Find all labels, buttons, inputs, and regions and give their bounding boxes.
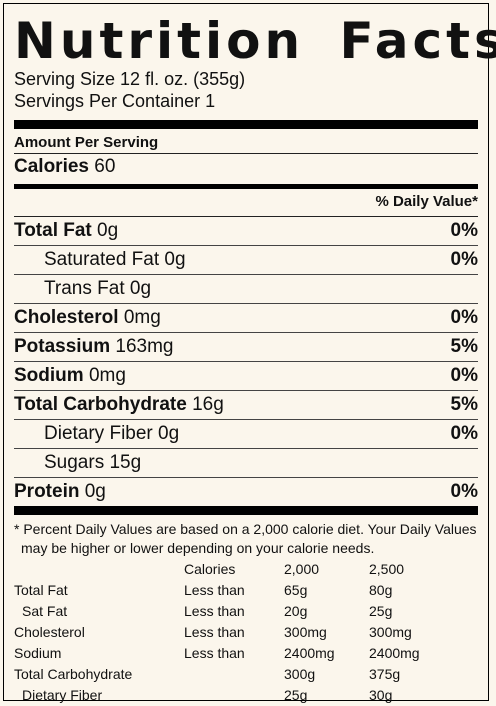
table-cell: 300g	[284, 666, 316, 682]
nutrition-facts-label: Nutrition Facts Serving Size 12 fl. oz. …	[3, 3, 496, 703]
nutrient-row-total-fat: Total Fat 0g 0%	[14, 217, 478, 245]
table-cell: 65g	[284, 582, 308, 598]
nutrient-amount: 0g	[97, 220, 119, 241]
table-cell: 2,500	[369, 561, 405, 577]
nutrient-label: Total Fat	[14, 220, 92, 241]
table-cell: 20g	[284, 603, 308, 619]
servings-per-container: Servings Per Container 1	[14, 91, 216, 111]
calories-value: 60	[94, 156, 116, 177]
table-cell: Less than	[184, 624, 245, 640]
table-cell: Less than	[184, 582, 245, 598]
nutrient-label: Sugars	[44, 452, 105, 473]
table-row: Dietary Fiber 25g 30g	[14, 685, 459, 706]
nutrient-amount: 15g	[109, 452, 142, 473]
divider-thick	[14, 506, 478, 515]
divider-thin	[14, 216, 478, 217]
serving-size: Serving Size 12 fl. oz. (355g)	[14, 69, 246, 89]
nutrient-label: Sodium	[14, 365, 84, 386]
table-cell: Total Carbohydrate	[14, 666, 133, 682]
nutrient-percent: 0%	[450, 365, 478, 386]
divider-thin	[14, 153, 478, 154]
daily-value-footnote: * Percent Daily Values are based on a 2,…	[14, 521, 477, 556]
calories-label: Calories	[14, 156, 89, 177]
divider-medium	[14, 184, 478, 189]
nutrient-row-dietary-fiber: Dietary Fiber 0g 0%	[14, 419, 478, 448]
nutrient-label: Protein	[14, 481, 80, 502]
nutrient-row-potassium: Potassium 163mg 5%	[14, 332, 478, 361]
table-cell: Calories	[184, 561, 236, 577]
nutrient-row-total-carbohydrate: Total Carbohydrate 16g 5%	[14, 390, 478, 419]
nutrient-row-trans-fat: Trans Fat 0g	[14, 274, 478, 303]
nutrient-amount: 0g	[129, 278, 152, 299]
nutrient-percent: 0%	[450, 249, 478, 270]
nutrient-percent: 5%	[450, 336, 478, 357]
nutrient-percent: 0%	[450, 481, 478, 502]
nutrient-list: Total Fat 0g 0% Saturated Fat 0g 0% Tran…	[14, 217, 478, 506]
table-cell	[184, 685, 284, 706]
nutrient-row-saturated-fat: Saturated Fat 0g 0%	[14, 245, 478, 274]
table-cell: 30g	[369, 687, 393, 703]
table-cell: 80g	[369, 582, 393, 598]
table-cell: Less than	[184, 603, 245, 619]
table-cell: Total Fat	[14, 582, 68, 598]
nutrient-percent: 5%	[450, 394, 478, 415]
table-row: Total Fat Less than 65g 80g	[14, 580, 459, 601]
table-cell: Dietary Fiber	[22, 687, 103, 703]
table-cell	[14, 559, 184, 580]
nutrient-amount: 0mg	[123, 307, 161, 328]
table-cell: 300mg	[369, 624, 412, 640]
nutrient-row-sodium: Sodium 0mg 0%	[14, 361, 478, 390]
table-row: Sat Fat Less than 20g 25g	[14, 601, 459, 622]
nutrient-label: Saturated Fat	[44, 249, 160, 270]
nutrient-label: Potassium	[14, 336, 111, 357]
table-cell: 375g	[369, 666, 401, 682]
amount-per-serving: Amount Per Serving	[14, 134, 159, 151]
label-title: Nutrition Facts	[14, 12, 496, 70]
table-cell: 25g	[369, 603, 393, 619]
table-cell: Sat Fat	[22, 603, 68, 619]
divider-thick	[14, 120, 478, 129]
nutrient-label: Trans Fat	[44, 278, 125, 299]
nutrient-amount: 163mg	[115, 336, 174, 357]
table-cell	[184, 664, 284, 685]
table-cell: 300mg	[284, 624, 327, 640]
nutrient-amount: 0g	[158, 423, 180, 444]
nutrient-label: Cholesterol	[14, 307, 119, 328]
nutrient-percent: 0%	[450, 220, 478, 241]
nutrient-row-sugars: Sugars 15g	[14, 448, 478, 477]
calories-row: Calories 60	[14, 154, 478, 184]
daily-value-reference-table: Calories 2,000 2,500 Total Fat Less than…	[14, 559, 459, 706]
nutrient-percent: 0%	[450, 423, 478, 444]
table-row: Cholesterol Less than 300mg 300mg	[14, 622, 459, 643]
nutrient-row-protein: Protein 0g 0%	[14, 477, 478, 506]
table-row: Total Carbohydrate 300g 375g	[14, 664, 459, 685]
nutrient-percent: 0%	[450, 307, 478, 328]
table-cell: Sodium	[14, 645, 62, 661]
nutrient-row-cholesterol: Cholesterol 0mg 0%	[14, 303, 478, 332]
table-cell: 25g	[284, 687, 308, 703]
table-cell: 2400mg	[284, 645, 335, 661]
nutrient-label: Total Carbohydrate	[14, 394, 187, 415]
reference-header-row: Calories 2,000 2,500	[14, 559, 459, 580]
table-cell: Cholesterol	[14, 624, 85, 640]
nutrient-amount: 16g	[192, 394, 224, 415]
nutrient-amount: 0mg	[88, 365, 126, 386]
nutrient-label: Dietary Fiber	[44, 423, 153, 444]
daily-value-header: % Daily Value*	[375, 193, 478, 210]
table-cell: 2,000	[284, 561, 320, 577]
nutrient-amount: 0g	[84, 481, 106, 502]
table-row: Sodium Less than 2400mg 2400mg	[14, 643, 459, 664]
table-cell: Less than	[184, 645, 245, 661]
table-cell: 2400mg	[369, 645, 420, 661]
nutrient-amount: 0g	[164, 249, 186, 270]
